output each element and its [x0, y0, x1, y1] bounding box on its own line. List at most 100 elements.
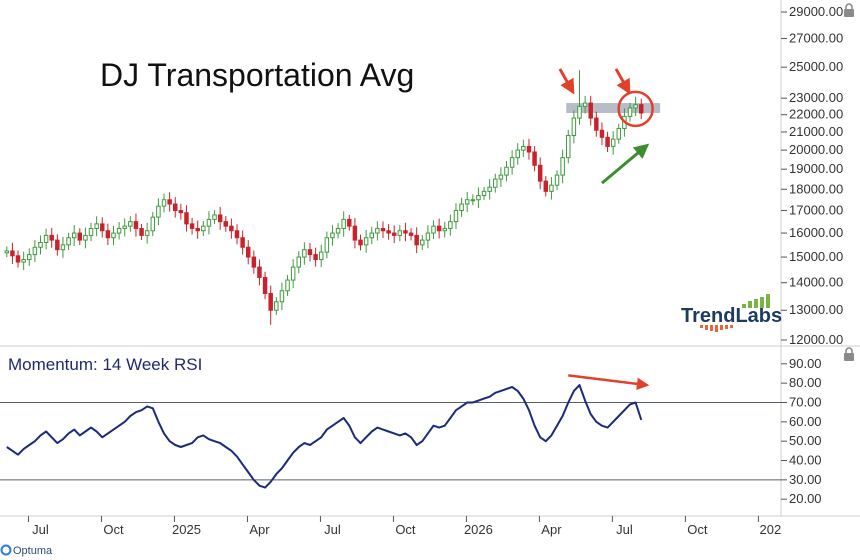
- candle: [414, 227, 419, 254]
- highlight-circle: [617, 90, 654, 128]
- candle: [296, 251, 302, 274]
- price-annotations: [558, 68, 654, 185]
- candle: [431, 220, 436, 240]
- trendlabs-logo: TrendLabs: [681, 294, 782, 332]
- candle: [212, 210, 217, 225]
- candle: [493, 173, 498, 193]
- rsi-label: Momentum: 14 Week RSI: [8, 355, 202, 374]
- candle: [245, 240, 251, 265]
- time-tick-label: 2025: [172, 522, 201, 537]
- red-arrow: [568, 374, 650, 391]
- brand-bars-icon: [700, 294, 770, 332]
- candle: [464, 191, 470, 212]
- price-axis: 29000.00 27000.00 25000.00 23000.00 22000.00…: [781, 4, 843, 347]
- candle: [605, 131, 610, 153]
- price-tick-label: 27000.00: [789, 31, 843, 46]
- candle: [369, 226, 374, 245]
- candle: [279, 282, 285, 311]
- chart-title: DJ Transportation Avg: [100, 57, 414, 93]
- candle: [403, 222, 408, 242]
- candle: [335, 223, 341, 239]
- time-tick-label: 2026: [464, 522, 493, 537]
- candle: [566, 129, 571, 164]
- candle: [627, 102, 633, 122]
- time-tick-label: Apr: [249, 522, 270, 537]
- candle: [139, 223, 144, 241]
- candle: [453, 203, 459, 230]
- time-tick-label: Oct: [395, 522, 416, 537]
- candle: [195, 220, 200, 239]
- candle: [363, 229, 369, 253]
- candle: [274, 297, 279, 316]
- resistance-band: [566, 103, 661, 114]
- candle: [425, 225, 431, 249]
- candle: [111, 225, 116, 246]
- candle: [122, 218, 127, 237]
- candle: [240, 230, 245, 255]
- candle: [397, 224, 403, 242]
- candle: [504, 161, 509, 182]
- candle: [498, 167, 504, 188]
- time-tick-label: Jul: [616, 522, 633, 537]
- candle: [526, 138, 532, 160]
- candle: [543, 176, 549, 197]
- candle: [639, 98, 644, 120]
- candle: [217, 206, 223, 230]
- candle: [229, 218, 234, 239]
- lock-icon[interactable]: [844, 347, 854, 361]
- red-arrow: [614, 68, 631, 95]
- candle: [610, 131, 616, 155]
- candle: [128, 216, 133, 232]
- candle: [49, 227, 54, 248]
- rsi-axis: 90.00 80.00 70.00 60.00 50.00 40.00 30.00 20.00: [781, 356, 822, 506]
- candle: [268, 285, 273, 325]
- price-tick-label: 14000.00: [789, 275, 843, 290]
- candle: [588, 95, 593, 126]
- candle: [10, 242, 15, 265]
- optuma-name: Optuma: [13, 545, 53, 557]
- time-axis: Jul Oct 2025 Apr Jul Oct 2026 Apr Jul Oct 202: [27, 516, 782, 537]
- candle: [257, 259, 262, 286]
- candle: [352, 218, 358, 249]
- rsi-tick-label: 80.00: [789, 375, 822, 390]
- candle: [515, 143, 520, 165]
- candlestick-series: [4, 70, 644, 325]
- rsi-tick-label: 30.00: [789, 472, 822, 487]
- candle: [307, 242, 313, 262]
- candle: [571, 110, 577, 144]
- candle: [375, 221, 380, 241]
- rsi-reference-lines: [0, 401, 781, 481]
- candle: [386, 224, 391, 240]
- candle: [4, 246, 10, 258]
- price-tick-label: 12000.00: [789, 332, 843, 347]
- lock-icon[interactable]: [844, 3, 854, 17]
- price-tick-label: 23000.00: [789, 90, 843, 105]
- price-tick-label: 29000.00: [789, 4, 843, 19]
- candle: [223, 216, 229, 232]
- red-arrow: [558, 68, 575, 95]
- candle: [436, 218, 442, 239]
- candle: [206, 211, 212, 235]
- time-tick-label: Apr: [541, 522, 562, 537]
- candle: [60, 236, 66, 258]
- candle: [83, 227, 88, 249]
- candle: [43, 228, 49, 250]
- candle: [189, 217, 195, 235]
- rsi-line: [6, 384, 643, 489]
- candle: [77, 228, 83, 245]
- price-tick-label: 15000.00: [789, 249, 843, 264]
- candle: [302, 242, 307, 265]
- candle: [391, 225, 397, 244]
- candle: [178, 203, 184, 220]
- candle: [116, 222, 122, 240]
- candle: [442, 221, 447, 238]
- brand-name: TrendLabs: [681, 305, 782, 327]
- candle: [251, 250, 257, 274]
- candle: [71, 224, 77, 247]
- candle: [234, 224, 240, 245]
- time-tick-label: Jul: [32, 522, 49, 537]
- price-pane: [0, 0, 781, 346]
- time-tick-label: 202: [760, 522, 782, 537]
- rsi-tick-label: 20.00: [789, 491, 822, 506]
